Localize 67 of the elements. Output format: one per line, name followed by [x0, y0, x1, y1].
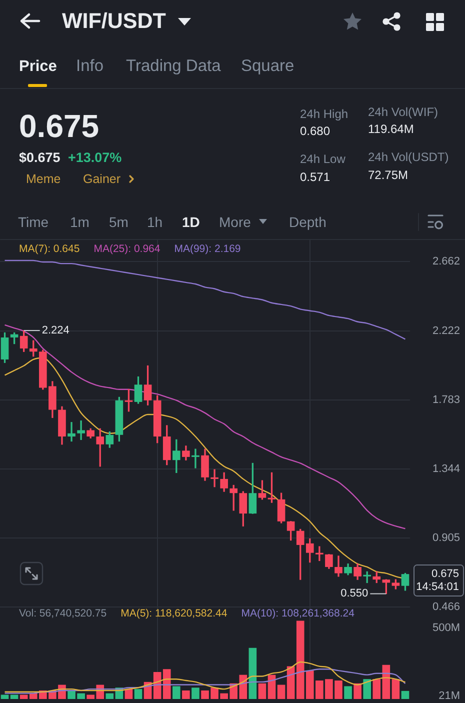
bar	[248, 648, 257, 699]
bar	[363, 679, 372, 699]
text: 24h High	[300, 107, 348, 121]
text: More	[219, 214, 251, 230]
bar	[106, 693, 114, 699]
text: 0.571	[300, 170, 330, 184]
text: Time	[18, 214, 49, 230]
text: Depth	[289, 214, 326, 230]
text: WIF/USDT	[62, 8, 166, 34]
bar	[20, 694, 28, 699]
text: Gainer	[83, 172, 121, 186]
bar	[354, 683, 362, 699]
y-tick-label: 2.222	[432, 324, 460, 337]
text: Square	[241, 56, 294, 76]
y-tick-label: 500M	[432, 622, 460, 634]
text: 72.75M	[368, 168, 408, 182]
text: MA(7): 0.645	[19, 242, 80, 255]
bar	[0, 694, 9, 699]
text: 5m	[109, 214, 128, 230]
y-tick-label: 1.783	[432, 394, 460, 406]
line-series	[4, 668, 406, 694]
text: 14:54:01	[416, 581, 459, 594]
text: 0.675	[19, 107, 100, 145]
bar	[401, 690, 410, 699]
bar	[277, 684, 286, 699]
line-series	[4, 324, 406, 530]
bar	[10, 694, 18, 699]
bar	[258, 683, 266, 699]
text: Info	[76, 56, 104, 76]
text: 119.64M	[368, 122, 414, 136]
line-series	[4, 260, 406, 340]
y-tick-label: 21M	[438, 690, 460, 702]
annotation: 2.224	[42, 324, 70, 337]
text: Meme	[26, 172, 61, 186]
text: 24h Vol(USDT)	[368, 150, 449, 164]
text: 24h Vol(WIF)	[368, 105, 438, 119]
text: 1m	[70, 214, 90, 230]
text: 1D	[182, 214, 200, 230]
bar	[192, 688, 200, 699]
line-series	[4, 661, 406, 692]
bar	[392, 679, 400, 699]
bar	[172, 686, 180, 699]
bar	[182, 690, 190, 699]
text: 24h Low	[300, 152, 346, 166]
bar	[372, 679, 381, 699]
annotation: 0.550	[340, 588, 368, 600]
y-tick-label: 0.905	[432, 532, 460, 544]
text: Trading Data	[126, 56, 221, 76]
text: 1h	[147, 214, 163, 230]
text: MA(25): 0.964	[94, 242, 160, 255]
y-tick-label: 0.466	[432, 600, 460, 613]
bar	[124, 689, 133, 699]
text: 0.675	[431, 568, 459, 580]
text: MA(10): 108,261,368.24	[241, 607, 355, 620]
bar	[162, 669, 171, 699]
annotation: Vol: 56,740,520.75	[19, 607, 107, 620]
text: Price	[19, 56, 57, 76]
bar	[344, 686, 352, 699]
text: MA(99): 2.169	[174, 242, 241, 255]
text: 0.680	[300, 124, 330, 138]
bar	[134, 689, 142, 699]
y-tick-label: 2.662	[432, 256, 460, 268]
bar	[268, 674, 276, 699]
y-tick-label: 1.344	[432, 462, 460, 475]
text: +13.07%	[68, 150, 122, 166]
text: $0.675	[19, 150, 60, 166]
text: MA(5): 118,620,582.44	[120, 607, 228, 620]
